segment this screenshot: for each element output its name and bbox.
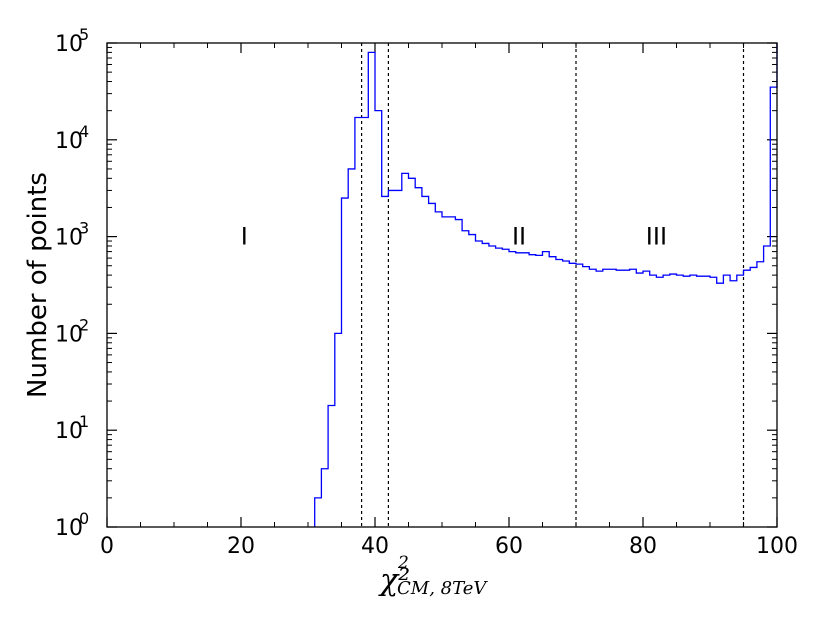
x-tick-label: 0 xyxy=(100,534,114,559)
region-label: I xyxy=(241,223,248,251)
y-tick-exponent: 1 xyxy=(79,412,89,431)
x-tick-label: 20 xyxy=(227,534,255,559)
histogram-series-line xyxy=(314,43,778,527)
x-axis-label-main: χ² xyxy=(378,563,410,598)
region-dividers xyxy=(361,43,745,527)
y-tick-label: 10 xyxy=(55,129,83,154)
y-tick-label: 10 xyxy=(55,226,83,251)
major-ticks xyxy=(106,42,778,528)
y-tick-exponent: 2 xyxy=(79,315,89,334)
x-tick-label: 60 xyxy=(495,534,523,559)
y-tick-exponent: 3 xyxy=(79,219,89,238)
y-tick-exponent: 0 xyxy=(79,509,89,528)
y-axis-label: Number of points xyxy=(23,172,53,398)
x-axis-label-superscript: 2 xyxy=(397,553,409,573)
y-tick-label: 10 xyxy=(55,516,83,541)
y-tick-label: 10 xyxy=(55,32,83,57)
region-labels: I II III xyxy=(241,223,667,251)
x-tick-label: 40 xyxy=(361,534,389,559)
minor-ticks xyxy=(107,43,777,527)
y-tick-exponent: 4 xyxy=(79,122,89,141)
y-tick-label: 10 xyxy=(55,322,83,347)
region-label: III xyxy=(646,223,667,251)
x-axis-label: χ² xyxy=(378,563,410,598)
x-tick-label: 100 xyxy=(756,534,798,559)
region-label: II xyxy=(512,223,526,251)
x-tick-label: 80 xyxy=(629,534,657,559)
plot-frame xyxy=(106,42,778,528)
x-axis-label-subscript: CM, 8TeV xyxy=(397,578,488,599)
y-tick-exponent: 5 xyxy=(79,25,89,44)
x-tick-labels: 0 20 40 60 80 100 xyxy=(100,534,798,559)
y-tick-label: 10 xyxy=(55,419,83,444)
